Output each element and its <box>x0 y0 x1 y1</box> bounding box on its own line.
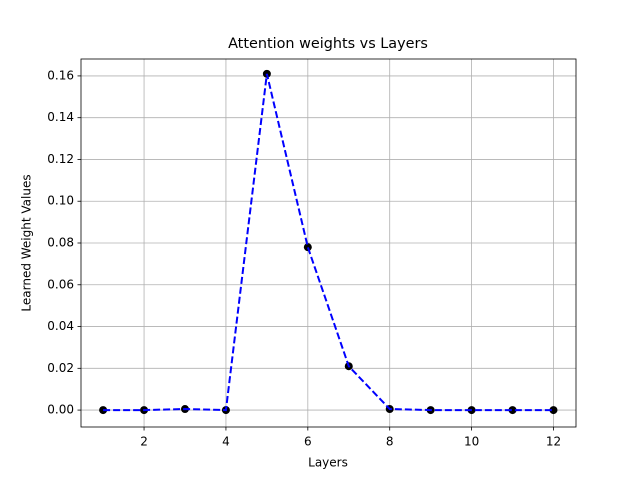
y-tick-label: 0.04 <box>47 319 74 333</box>
x-axis-label: Layers <box>308 456 348 470</box>
y-tick-label: 0.08 <box>47 236 74 250</box>
y-tick-label: 0.10 <box>47 194 74 208</box>
plot-frame <box>80 58 577 428</box>
data-point <box>303 243 312 252</box>
y-axis-label: Learned Weight Values <box>20 174 34 311</box>
line <box>103 73 554 412</box>
data-point <box>508 406 517 415</box>
x-tick-label: 6 <box>304 435 312 449</box>
chart-title: Attention weights vs Layers <box>228 36 428 52</box>
y-tick-label: 0.06 <box>47 277 74 291</box>
data-point <box>549 406 558 415</box>
y-tick-label: 0.00 <box>47 403 74 417</box>
y-tick-label: 0.14 <box>47 110 74 124</box>
x-tick-label: 2 <box>140 435 148 449</box>
x-tick-label: 8 <box>386 435 394 449</box>
x-tick-label: 4 <box>222 435 230 449</box>
y-tick-label: 0.12 <box>47 152 74 166</box>
y-tick-label: 0.16 <box>47 68 74 82</box>
y-tick-label: 0.02 <box>47 361 74 375</box>
x-tick-label: 10 <box>464 435 479 449</box>
x-tick-label: 12 <box>546 435 561 449</box>
